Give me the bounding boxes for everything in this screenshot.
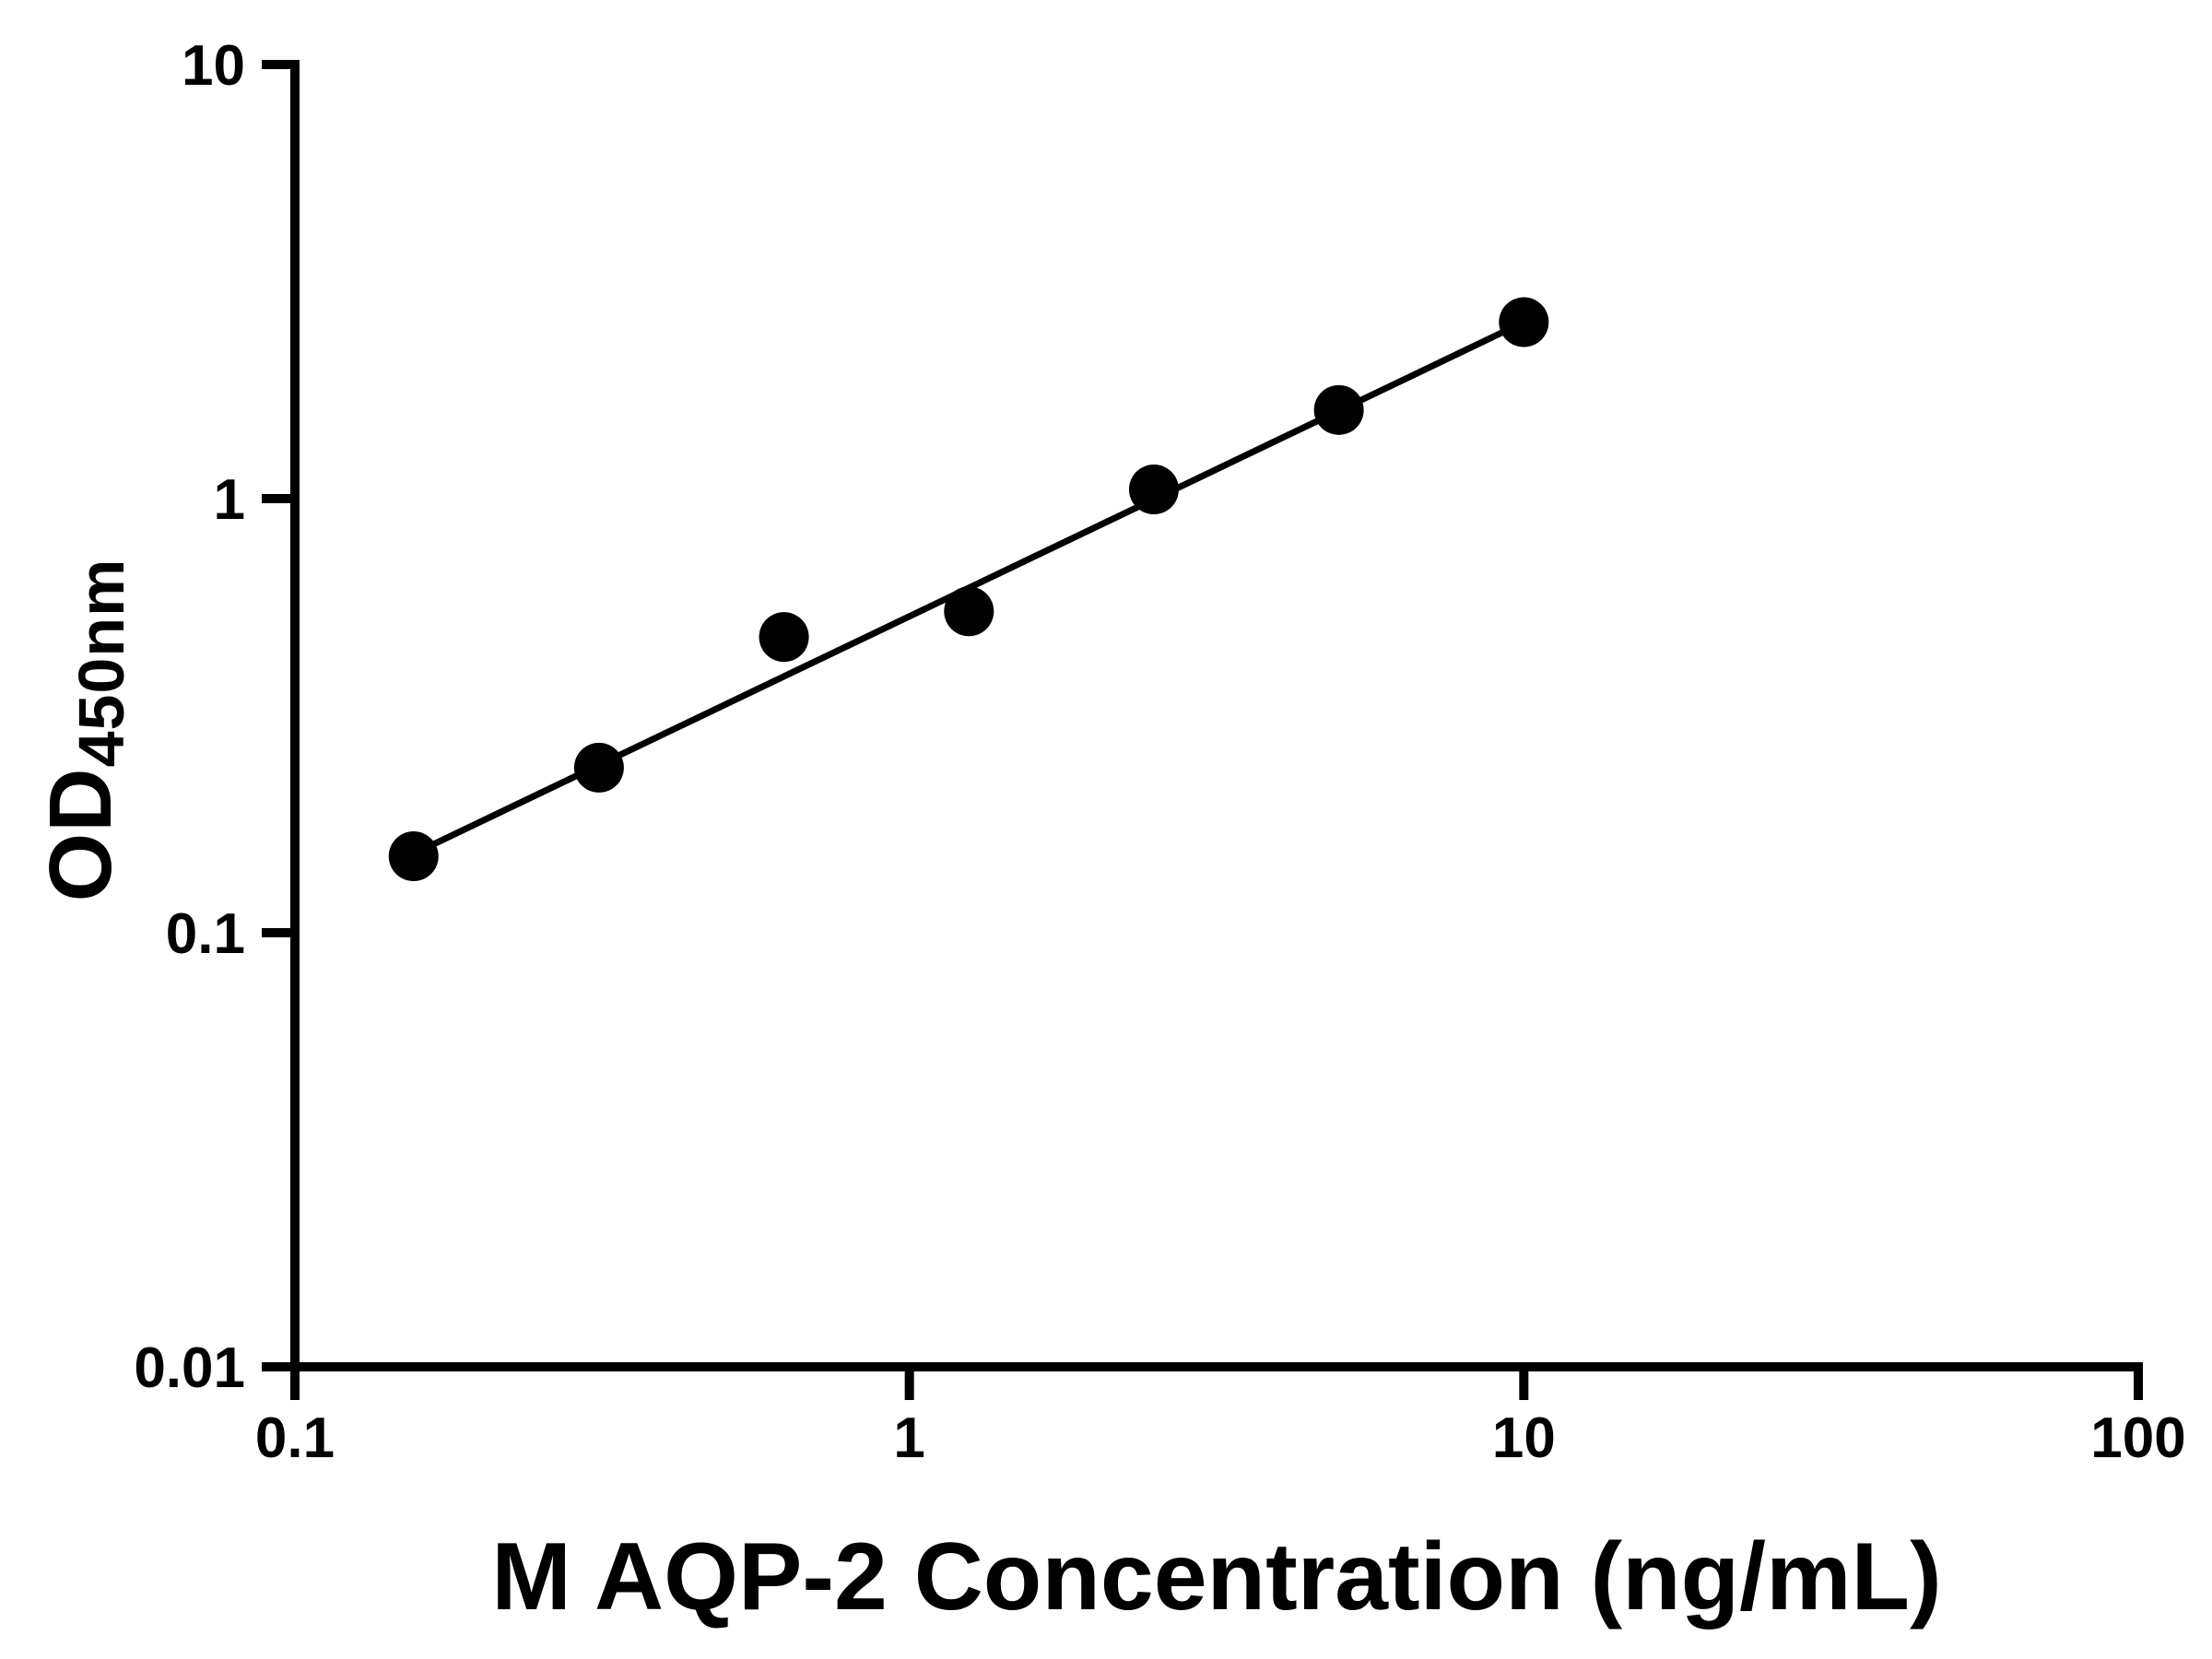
y-tick-label: 0.1 [166,902,245,966]
data-point [759,612,809,663]
x-axis-title: M AQP-2 Concentration (ng/mL) [491,1524,1942,1630]
y-tick-label: 0.01 [134,1336,245,1400]
x-tick-label: 0.1 [255,1406,335,1470]
axis-lines [290,60,2143,1371]
data-point [573,742,624,793]
x-tick-label: 100 [2090,1406,2185,1470]
data-point [1499,297,1549,347]
data-point [1313,384,1364,435]
x-tick-label: 10 [1492,1406,1556,1470]
y-tick-label: 10 [182,34,245,98]
y-axis-title-main: OD [31,767,130,902]
y-axis-title-sub: 450nm [65,558,137,768]
y-tick-label: 1 [214,468,245,532]
x-tick-label: 1 [893,1406,924,1470]
data-point [1128,465,1179,515]
data-point [944,586,994,637]
data-point [388,831,439,882]
y-axis-title: OD450nm [30,559,137,902]
